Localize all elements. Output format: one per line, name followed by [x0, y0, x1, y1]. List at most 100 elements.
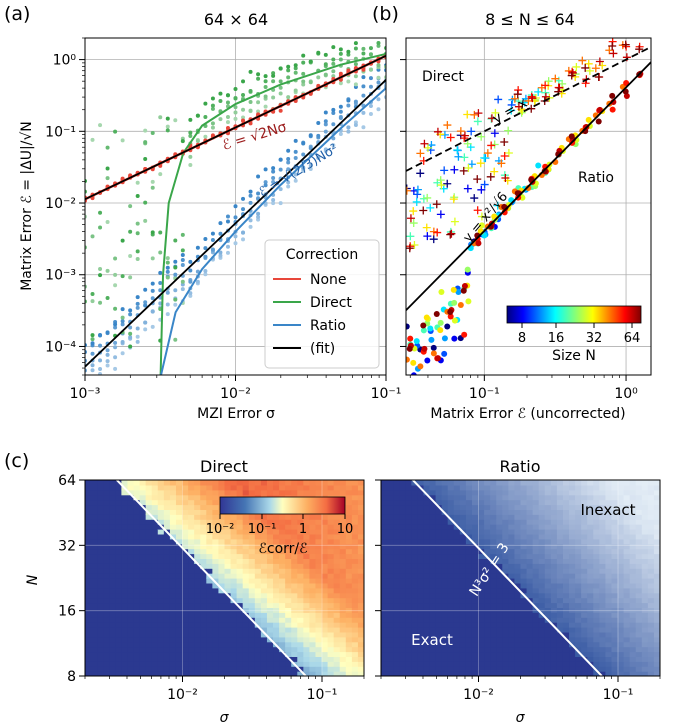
heat-cell — [206, 524, 213, 530]
panel-c-direct-title: Direct — [200, 457, 248, 476]
heat-cell — [593, 641, 600, 648]
ratio-point — [203, 254, 208, 259]
heat-cell — [569, 597, 576, 604]
heat-cell — [236, 627, 244, 633]
heat-cell — [599, 656, 607, 662]
heat-cell — [381, 607, 388, 613]
heat-cell — [194, 480, 201, 486]
heat-cell — [484, 533, 491, 540]
heat-cell — [459, 631, 467, 638]
heat-cell — [629, 499, 637, 506]
heat-cell — [145, 617, 153, 623]
heat-cell — [617, 548, 625, 555]
heat-cell — [97, 573, 104, 579]
heat-cell — [411, 509, 418, 515]
heat-cell — [127, 519, 135, 525]
heat-cell — [303, 646, 311, 653]
ratio-point — [475, 240, 482, 247]
heat-cell — [212, 671, 220, 676]
heat-cell — [544, 529, 552, 535]
direct-point — [331, 57, 336, 62]
heat-cell — [230, 646, 238, 653]
heat-cell — [647, 651, 655, 657]
heat-cell — [502, 646, 509, 653]
heat-cell — [532, 671, 540, 676]
heat-cell — [206, 671, 213, 676]
heat-cell — [405, 582, 412, 589]
heat-cell — [605, 641, 613, 648]
heat-cell — [345, 524, 353, 530]
heat-cell — [544, 563, 552, 569]
heat-cell — [520, 656, 528, 662]
heat-cell — [635, 548, 643, 555]
heat-cell — [145, 631, 153, 638]
direct-point — [135, 193, 140, 198]
heat-cell — [399, 494, 406, 501]
heat-cell — [471, 651, 479, 657]
heat-cell — [435, 612, 443, 618]
heat-cell — [387, 607, 394, 613]
heat-cell — [575, 504, 582, 510]
heat-cell — [514, 548, 522, 555]
heat-cell — [351, 524, 359, 530]
heat-cell — [605, 607, 613, 613]
ratio-point — [568, 133, 575, 140]
heat-cell — [629, 558, 637, 564]
heat-cell — [532, 656, 540, 662]
heat-cell — [478, 627, 485, 633]
direct-point — [412, 197, 421, 206]
heat-cell — [423, 617, 431, 623]
heat-cell — [653, 573, 660, 579]
heat-cell — [514, 651, 522, 657]
heat-cell — [163, 607, 171, 613]
heat-cell — [169, 641, 177, 648]
heat-cell — [611, 592, 619, 599]
heat-cell — [357, 499, 364, 506]
heat-cell — [145, 533, 153, 540]
heat-cell — [273, 563, 280, 569]
heat-cell — [387, 484, 394, 491]
heat-cell — [109, 671, 116, 676]
heat-cell — [556, 548, 564, 555]
heat-cell — [429, 558, 437, 564]
heat-cell — [206, 622, 213, 628]
heat-cell — [423, 612, 431, 618]
heat-cell — [345, 558, 353, 564]
heat-cell — [502, 602, 509, 608]
ratio-point — [293, 138, 298, 143]
heat-cell — [194, 519, 201, 525]
heat-cell — [471, 533, 479, 540]
heat-cell — [103, 666, 110, 672]
panel-b-frame — [405, 37, 652, 376]
heat-cell — [194, 553, 201, 559]
heat-cell — [127, 651, 135, 657]
y-tick-label: 10⁻¹ — [45, 124, 76, 140]
heat-cell — [291, 582, 298, 589]
ratio-point — [437, 319, 444, 326]
heat-cell — [236, 484, 244, 491]
heat-cell — [617, 529, 625, 535]
heat-cell — [508, 602, 516, 608]
heat-cell — [399, 631, 406, 638]
direct-point — [128, 254, 133, 259]
heat-cell — [387, 671, 394, 676]
heat-cell — [260, 587, 268, 594]
heat-cell — [321, 573, 329, 579]
heat-cell — [254, 563, 262, 569]
heat-cell — [218, 592, 226, 599]
heat-cell — [575, 597, 582, 604]
ratio-point — [293, 149, 298, 154]
heat-cell — [508, 641, 516, 648]
heat-cell — [121, 597, 129, 604]
heat-cell — [538, 548, 546, 555]
heat-cell — [520, 587, 528, 594]
heat-cell — [562, 666, 570, 672]
heat-cell — [520, 622, 528, 628]
heat-cell — [575, 636, 582, 643]
heat-cell — [121, 671, 129, 676]
heat-cell — [641, 514, 649, 520]
heat-cell — [635, 622, 643, 628]
heat-cell — [447, 538, 455, 545]
heat-cell — [478, 573, 485, 579]
heat-cell — [121, 582, 129, 589]
